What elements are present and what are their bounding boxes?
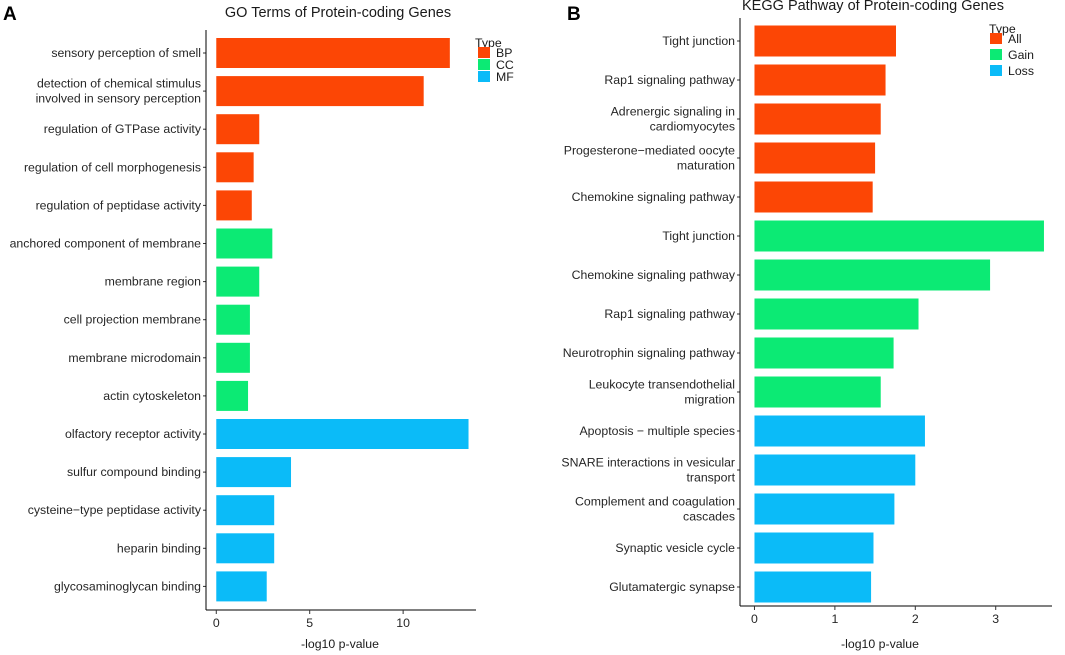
chart-b-category-label: Neurotrophin signaling pathway (563, 346, 736, 360)
chart-b-category-label: Adrenergic signaling in cardiomyocytes (611, 105, 736, 134)
chart-a-legend-swatch (478, 71, 490, 82)
chart-a-legend-swatch (478, 59, 490, 70)
chart-a-category-label: cysteine−type peptidase activity (28, 503, 202, 517)
chart-a-bar (216, 190, 252, 221)
chart-a-category-label: sulfur compound binding (67, 465, 201, 479)
chart-b-legend-swatch (990, 49, 1002, 60)
chart-a-category-label: membrane region (105, 275, 202, 289)
panel-a-label: A (3, 4, 17, 25)
chart-a-bar (216, 342, 250, 373)
chart-a-legend-title: Type (475, 36, 502, 50)
chart-b-bar (754, 103, 881, 135)
chart-b-category-label: Rap1 signaling pathway (604, 73, 735, 87)
chart-b-category-label: SNARE interactions in vesicular transport (561, 456, 735, 485)
chart-a-bar (216, 38, 450, 68)
chart-a-legend-label: BP (496, 46, 512, 60)
chart-b-x-tick-label: 0 (751, 612, 758, 626)
panel-b-label: B (567, 4, 581, 25)
chart-b-bar (754, 532, 874, 564)
chart-b-bar (754, 493, 895, 525)
chart-a-category-label: regulation of peptidase activity (36, 198, 202, 212)
chart-b-category-label: Complement and coagulation cascades (575, 495, 735, 524)
chart-b-x-tick-label: 2 (912, 612, 919, 626)
chart-b-category-label: Apoptosis − multiple species (579, 424, 735, 438)
chart-a-category-label: cell projection membrane (64, 313, 202, 327)
chart-a-x-tick-label: 0 (213, 616, 220, 630)
chart-b-bar (754, 376, 881, 408)
chart-a-bar (216, 152, 254, 183)
chart-a-bar (216, 228, 273, 259)
chart-a-bar (216, 380, 249, 411)
chart-b-legend-swatch (990, 33, 1002, 44)
chart-b-bar (754, 220, 1044, 252)
chart-a-legend-label: MF (496, 70, 514, 84)
chart-a-bar (216, 571, 267, 602)
chart-b-bar (754, 298, 919, 330)
chart-a-bar (216, 495, 275, 526)
chart-b-bar (754, 25, 896, 57)
chart-a-category-label: actin cytoskeleton (103, 389, 201, 403)
chart-b-bar (754, 181, 873, 213)
chart-b-category-label: Rap1 signaling pathway (604, 307, 735, 321)
chart-b-legend-label: Loss (1008, 64, 1034, 78)
chart-a-category-label: glycosaminoglycan binding (54, 579, 201, 593)
chart-a-bar (216, 304, 250, 335)
chart-b-legend-title: Type (989, 22, 1016, 36)
chart-a-x-axis-title: -log10 p-value (301, 637, 379, 651)
chart-a-legend-label: CC (496, 58, 514, 72)
chart-a-category-label: anchored component of membrane (10, 237, 202, 251)
chart-b-bar (754, 337, 894, 369)
chart-b-x-axis-title: -log10 p-value (841, 637, 919, 651)
chart-a-bar (216, 114, 260, 145)
chart-a-category-label: detection of chemical stimulus involved i… (36, 77, 202, 106)
chart-a-x-tick-label: 5 (306, 616, 313, 630)
chart-b-category-label: Glutamatergic synapse (609, 580, 735, 594)
chart-b-x-tick-label: 1 (831, 612, 838, 626)
chart-a-category-label: sensory perception of smell (51, 46, 201, 60)
chart-b-legend-label: All (1008, 32, 1022, 46)
chart-b-category-label: Chemokine signaling pathway (572, 190, 736, 204)
chart-a-x-tick-label: 10 (396, 616, 410, 630)
chart-a-bar (216, 419, 469, 449)
chart-a-bar (216, 533, 275, 564)
chart-a-category-label: regulation of GTPase activity (44, 122, 202, 136)
chart-b-bar (754, 64, 886, 96)
chart-b-bar (754, 571, 872, 603)
chart-b-legend-label: Gain (1008, 48, 1034, 62)
chart-b-category-label: Synaptic vesicle cycle (615, 541, 735, 555)
chart-a-category-label: heparin binding (117, 541, 201, 555)
chart-b-x-tick-label: 3 (992, 612, 999, 626)
chart-b-bar (754, 142, 876, 174)
chart-b-legend-swatch (990, 65, 1002, 76)
chart-a-bar (216, 457, 292, 488)
chart-a-bar (216, 76, 424, 107)
chart-b-bar (754, 415, 925, 447)
chart-a-legend-swatch (478, 47, 490, 58)
chart-b-category-label: Leukocyte transendothelial migration (589, 378, 735, 407)
chart-b-bar (754, 259, 991, 291)
chart-a-category-label: membrane microdomain (68, 351, 201, 365)
chart-b-plot: Tight junction Rap1 signaling pathway Adre… (561, 18, 1052, 626)
chart-a-bar (216, 266, 260, 297)
chart-b-title: KEGG Pathway of Protein-coding Genes (742, 0, 1004, 14)
chart-b-category-label: Tight junction (662, 34, 735, 48)
chart-a-category-label: regulation of cell morphogenesis (24, 160, 201, 174)
chart-a-title: GO Terms of Protein-coding Genes (225, 5, 451, 21)
chart-b-category-label: Chemokine signaling pathway (572, 268, 736, 282)
chart-a-plot: sensory perception of smell detection of … (10, 30, 514, 630)
chart-b-bar (754, 454, 916, 486)
chart-b-category-label: Tight junction (662, 229, 735, 243)
chart-b-category-label: Progesterone−mediated oocyte maturation (564, 144, 735, 173)
chart-a-category-label: olfactory receptor activity (65, 427, 202, 441)
